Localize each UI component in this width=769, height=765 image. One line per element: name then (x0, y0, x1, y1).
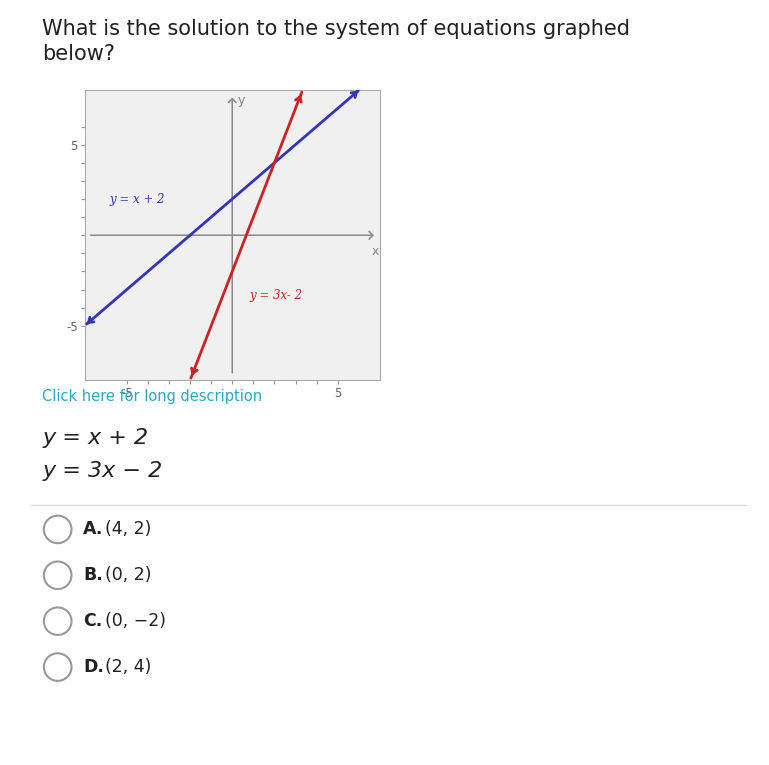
Text: (4, 2): (4, 2) (105, 520, 151, 539)
Text: (0, −2): (0, −2) (105, 612, 166, 630)
Text: (0, 2): (0, 2) (105, 566, 151, 584)
Text: y = x + 2: y = x + 2 (42, 428, 148, 448)
Text: What is the solution to the system of equations graphed: What is the solution to the system of eq… (42, 19, 631, 39)
Text: A.: A. (83, 520, 103, 539)
Text: y = 3x − 2: y = 3x − 2 (42, 461, 162, 480)
Text: y: y (238, 94, 245, 107)
Text: y = x + 2: y = x + 2 (110, 193, 165, 206)
Text: Click here for long description: Click here for long description (42, 389, 262, 404)
Text: D.: D. (83, 658, 104, 676)
Text: x: x (372, 246, 379, 259)
Text: C.: C. (83, 612, 102, 630)
Text: B.: B. (83, 566, 103, 584)
Text: (2, 4): (2, 4) (105, 658, 151, 676)
Text: y = 3x- 2: y = 3x- 2 (249, 288, 302, 301)
Text: below?: below? (42, 44, 115, 64)
